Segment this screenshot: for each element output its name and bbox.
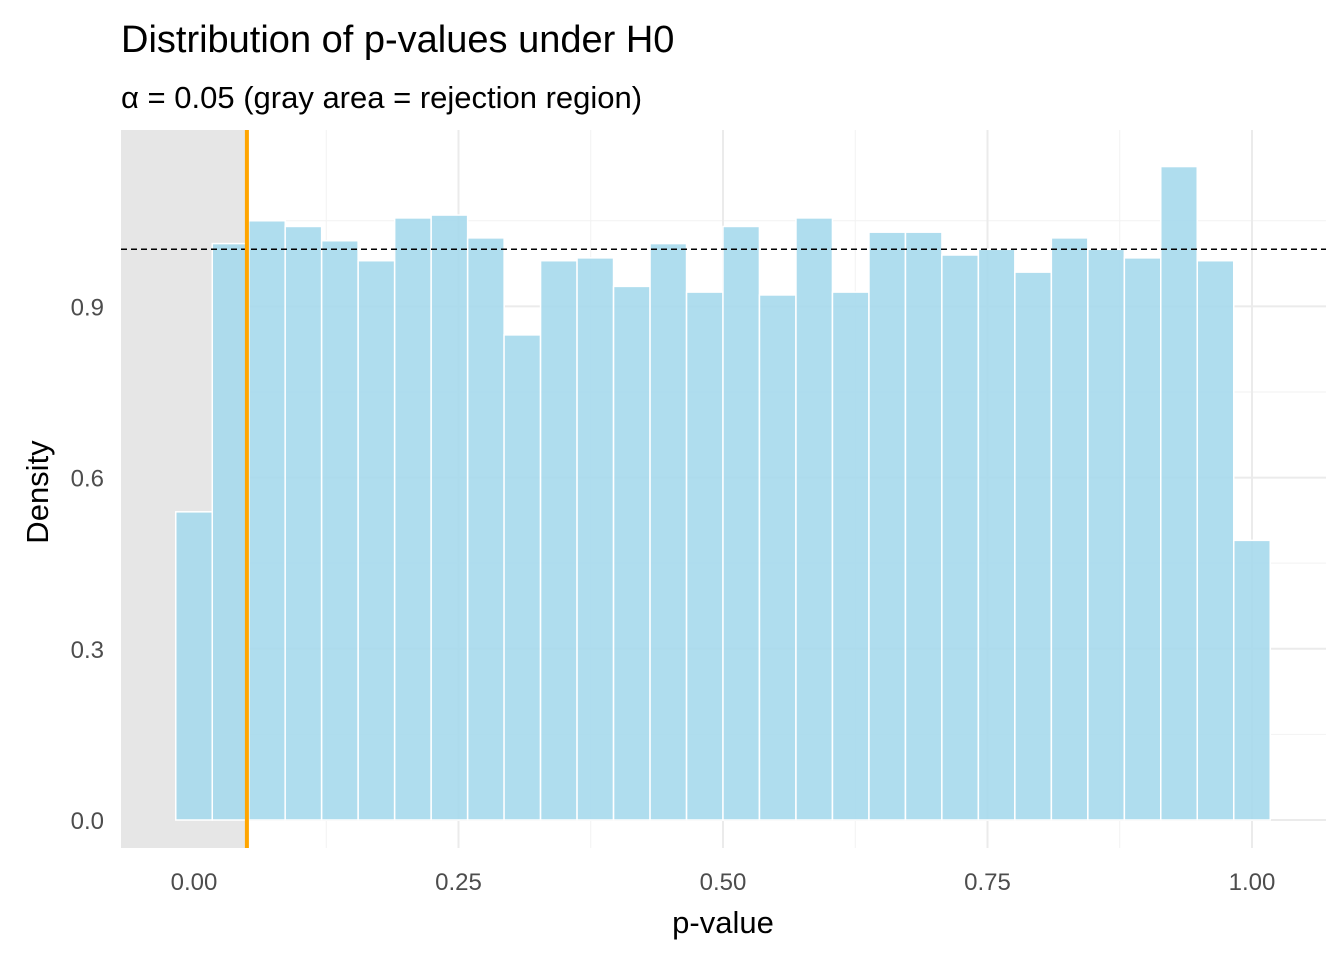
histogram-bar <box>175 511 213 821</box>
histogram-bar <box>1087 248 1126 821</box>
histogram-bar <box>685 291 724 821</box>
histogram-bar <box>284 225 323 821</box>
x-tick-label: 0.75 <box>964 869 1011 896</box>
histogram-bar <box>1196 259 1235 821</box>
histogram-bar <box>831 291 870 821</box>
histogram-bar <box>1160 165 1198 821</box>
histogram-bar <box>868 231 907 821</box>
histogram-bar <box>722 225 761 821</box>
chart-title: Distribution of p-values under H0 <box>121 19 674 61</box>
histogram-bar <box>503 334 542 821</box>
histogram-bar <box>795 217 834 821</box>
chart-subtitle: α = 0.05 (gray area = rejection region) <box>121 80 642 115</box>
histogram-bar <box>430 214 469 821</box>
histogram-bar <box>393 217 432 821</box>
histogram-bar <box>1050 237 1089 821</box>
histogram-bar <box>941 254 980 821</box>
histogram-bar <box>539 259 578 821</box>
histogram-bar <box>576 257 615 821</box>
x-tick-label: 1.00 <box>1229 869 1276 896</box>
histogram-bar <box>758 294 797 821</box>
histogram-bar <box>649 242 688 821</box>
y-axis-title: Density <box>20 440 55 544</box>
histogram-bar <box>612 285 651 821</box>
x-axis-title: p-value <box>672 905 774 940</box>
plot-area: 0.00 0.25 0.50 0.75 1.00 0.0 0.3 0.6 0.9 <box>71 130 1326 896</box>
y-tick-label: 0.9 <box>71 294 104 321</box>
histogram-bar <box>1123 257 1162 821</box>
y-tick-label: 0.6 <box>71 466 104 493</box>
histogram-bar <box>904 231 943 821</box>
y-tick-label: 0.3 <box>71 637 104 664</box>
histogram-bar <box>211 242 250 821</box>
histogram-bar <box>466 237 505 821</box>
histogram-bar <box>1014 271 1053 821</box>
x-tick-label: 0.00 <box>171 869 218 896</box>
y-tick-label: 0.0 <box>71 808 104 835</box>
x-tick-label: 0.50 <box>700 869 747 896</box>
histogram-bar <box>357 259 396 821</box>
histogram-bar <box>977 248 1016 821</box>
histogram-bar <box>248 220 286 821</box>
histogram-bar <box>1233 539 1271 821</box>
histogram-bar <box>320 239 359 821</box>
x-tick-label: 0.25 <box>435 869 482 896</box>
